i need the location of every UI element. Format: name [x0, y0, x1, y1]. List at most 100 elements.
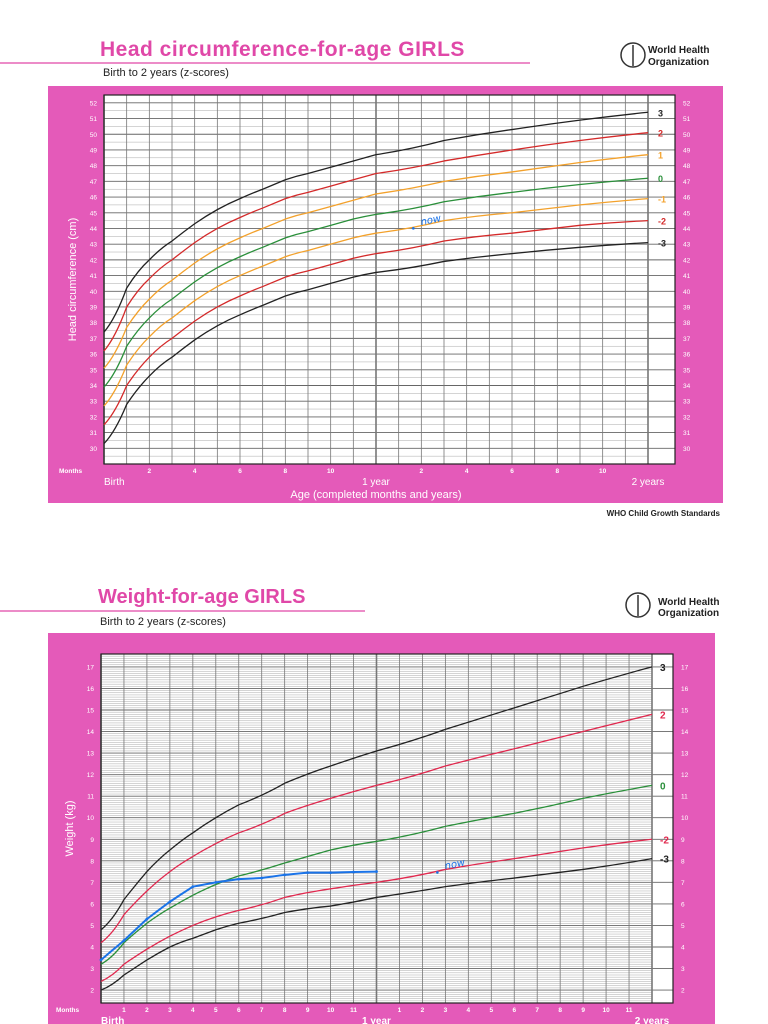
y-tick-label-right: 3 [681, 966, 685, 973]
y-tick-label-right: 41 [683, 273, 691, 280]
z-score-label: -3 [660, 855, 669, 866]
y-tick-label-left: 14 [87, 729, 95, 736]
x-tick-label: 10 [327, 468, 335, 475]
who-emblem-icon [625, 592, 651, 618]
x-tick-label: 9 [306, 1007, 310, 1014]
z-score-curve--3 [103, 241, 649, 445]
who-logo: World Health Organization [625, 592, 719, 619]
child-data-point [214, 880, 218, 884]
z-score-label: 3 [660, 663, 666, 674]
weight-chart-subtitle: Birth to 2 years (z-scores) [100, 616, 226, 628]
x-label-1-year: 1 year [362, 1016, 391, 1024]
child-data-point [168, 900, 172, 904]
y-tick-label-left: 31 [90, 430, 98, 437]
x-tick-label: 5 [489, 1007, 493, 1014]
y-tick-label-left: 41 [90, 273, 98, 280]
z-score-label: 3 [658, 108, 663, 118]
head-chart-title: Head circumference-for-age GIRLS [100, 38, 465, 61]
plot-border [103, 94, 676, 465]
y-tick-label-right: 39 [683, 304, 691, 311]
y-tick-label-right: 34 [683, 383, 691, 390]
y-tick-label-left: 34 [90, 383, 98, 390]
x-axis-title: Age (completed months and years) [290, 489, 461, 501]
y-tick-label-right: 52 [683, 100, 691, 107]
y-axis-title: Head circumference (cm) [67, 218, 79, 341]
x-tick-label: 1 [398, 1007, 402, 1014]
x-tick-label: 8 [558, 1007, 562, 1014]
x-tick-label: 1 [122, 1007, 126, 1014]
y-tick-label-left: 13 [87, 751, 95, 758]
z-score-curve-0 [103, 177, 649, 388]
child-data-point [191, 885, 195, 889]
y-tick-label-right: 15 [681, 708, 689, 715]
x-tick-label: 3 [168, 1007, 172, 1014]
y-tick-label-right: 4 [681, 944, 685, 951]
annotation-dot [412, 227, 415, 230]
y-tick-label-right: 37 [683, 336, 691, 343]
x-tick-label: 6 [510, 468, 514, 475]
z-score-label: 2 [660, 710, 666, 721]
z-score-curve-1 [103, 154, 649, 369]
y-tick-label-right: 12 [681, 772, 689, 779]
x-tick-label: 2 [148, 468, 152, 475]
x-tick-label: 4 [191, 1007, 195, 1014]
y-tick-label-left: 12 [87, 772, 95, 779]
x-tick-label: 11 [350, 1007, 357, 1014]
y-tick-label-left: 48 [90, 163, 98, 170]
y-tick-label-right: 36 [683, 352, 691, 359]
y-tick-label-right: 32 [683, 414, 691, 421]
x-tick-label: 7 [260, 1007, 264, 1014]
y-tick-label-right: 33 [683, 399, 691, 406]
y-tick-label-left: 35 [90, 367, 98, 374]
y-tick-label-left: 3 [90, 966, 94, 973]
x-tick-label: 4 [193, 468, 197, 475]
x-label-1-year: 1 year [362, 477, 390, 488]
y-tick-label-right: 43 [683, 242, 691, 249]
svg-text:World Health: World Health [658, 597, 719, 608]
y-tick-label-left: 42 [90, 257, 98, 264]
x-tick-label: 2 [420, 468, 424, 475]
y-tick-label-right: 42 [683, 257, 691, 264]
y-tick-label-left: 30 [90, 446, 98, 453]
x-tick-label: 10 [599, 468, 607, 475]
y-tick-label-left: 6 [90, 901, 94, 908]
y-tick-label-right: 38 [683, 320, 691, 327]
y-tick-label-left: 50 [90, 132, 98, 139]
y-axis-title: Weight (kg) [64, 800, 76, 856]
y-tick-label-right: 48 [683, 163, 691, 170]
weight-chart-title: Weight-for-age GIRLS [98, 586, 305, 608]
y-tick-label-left: 33 [90, 399, 98, 406]
child-data-point [122, 939, 126, 942]
child-data-point [260, 876, 264, 880]
who-emblem-icon [620, 42, 646, 68]
y-tick-label-left: 44 [90, 226, 98, 233]
x-tick-label: 9 [581, 1007, 585, 1014]
z-score-label: 2 [658, 129, 663, 139]
z-score-curve--2 [103, 219, 649, 426]
x-tick-label: 11 [626, 1007, 633, 1014]
y-tick-label-left: 11 [87, 794, 94, 801]
y-tick-label-left: 36 [90, 352, 98, 359]
y-tick-label-left: 47 [90, 179, 98, 186]
y-tick-label-right: 31 [683, 430, 691, 437]
z-score-curve-3 [103, 111, 649, 333]
y-tick-label-left: 39 [90, 304, 98, 311]
y-tick-label-right: 45 [683, 210, 691, 217]
z-score-curve-3 [100, 666, 653, 931]
child-data-point [306, 871, 310, 875]
y-tick-label-right: 35 [683, 367, 691, 374]
x-tick-label: 5 [214, 1007, 218, 1014]
y-tick-label-right: 14 [681, 729, 689, 736]
z-score-label: -2 [658, 217, 666, 227]
x-tick-label: 2 [421, 1007, 425, 1014]
y-tick-label-left: 17 [87, 664, 95, 671]
z-score-label: 0 [660, 781, 666, 792]
y-tick-label-left: 7 [90, 880, 94, 887]
child-data-point [145, 917, 149, 921]
z-score-curve--3 [100, 858, 653, 991]
child-data-point [237, 877, 241, 881]
z-score-curve-2 [103, 132, 649, 352]
x-tick-label: 10 [602, 1007, 610, 1014]
x-tick-label: 4 [465, 468, 469, 475]
